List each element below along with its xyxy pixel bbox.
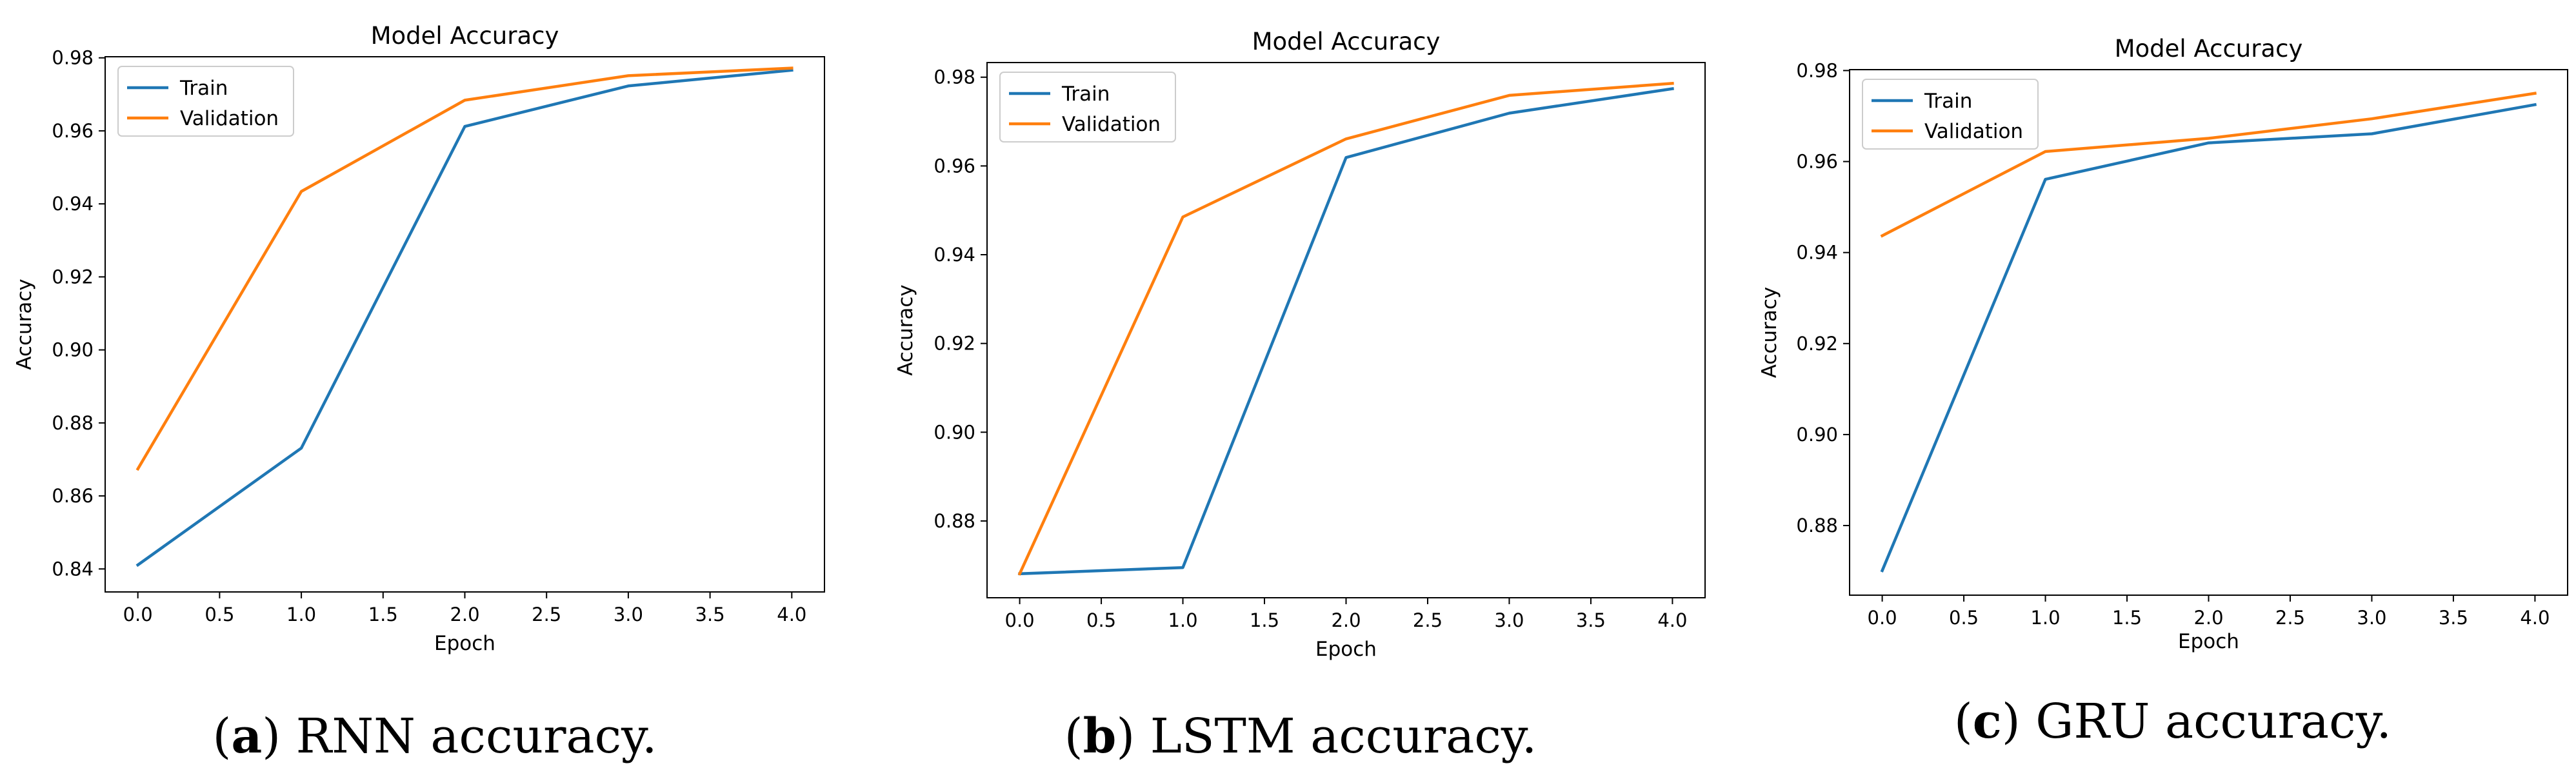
x-tick-label: 1.0 <box>1168 609 1197 631</box>
y-tick-label: 0.96 <box>52 120 94 142</box>
x-tick-label: 4.0 <box>1657 609 1687 631</box>
y-tick-label: 0.96 <box>1796 151 1838 173</box>
chart-title: Model Accuracy <box>2115 35 2303 63</box>
panel-caption: (b) LSTM accuracy. <box>1064 709 1537 764</box>
x-tick-label: 3.5 <box>695 604 725 625</box>
x-tick-label: 2.0 <box>2193 607 2223 629</box>
x-tick-label: 2.5 <box>2275 607 2305 629</box>
series-line-train <box>1018 87 1674 576</box>
caption-text: GRU accuracy. <box>2021 694 2391 749</box>
chart-panel-3: 0.0 0.5 1.0 1.5 2.0 2.5 3.0 3.5 4.0 0.88 0.90 0.92 0… <box>1758 35 2568 749</box>
series-line-validation <box>1880 92 2537 238</box>
chart-panel-2: 0.0 0.5 1.0 1.5 2.0 2.5 3.0 3.5 4.0 0.88 0.90 0.92 0… <box>894 28 1706 764</box>
x-tick-label: 3.0 <box>1494 609 1524 631</box>
y-axis-label: Accuracy <box>1758 287 1781 379</box>
y-tick-label: 0.94 <box>934 244 975 266</box>
y-tick-label: 0.92 <box>934 333 975 355</box>
x-tick-label: 0.5 <box>205 604 234 625</box>
x-tick-label: 2.5 <box>532 604 561 625</box>
series-line-train <box>135 68 794 567</box>
x-tick-label: 3.0 <box>2357 607 2386 629</box>
legend-label-train: Train <box>179 77 228 100</box>
y-axis-label: Accuracy <box>894 284 917 376</box>
x-tick-label: 3.0 <box>614 604 643 625</box>
x-tick-label: 0.0 <box>1005 609 1035 631</box>
plot-frame <box>986 62 1706 598</box>
series-line-validation <box>1017 81 1674 576</box>
y-tick-label: 0.92 <box>52 266 94 288</box>
x-axis-label: Epoch <box>2178 630 2239 653</box>
y-tick-label: 0.90 <box>52 339 94 361</box>
y-tick-label: 0.94 <box>1796 242 1838 264</box>
y-tick-label: 0.88 <box>934 510 975 532</box>
x-tick-label: 1.0 <box>2030 607 2060 629</box>
chart-title: Model Accuracy <box>371 22 559 50</box>
x-tick-label: 2.0 <box>450 604 479 625</box>
chart-panel-1: 0.0 0.5 1.0 1.5 2.0 2.5 3.0 3.5 4.0 0.84 0.86 0.88 0… <box>13 22 825 764</box>
x-tick-label: 3.5 <box>1576 609 1606 631</box>
y-tick-label: 0.90 <box>934 421 975 443</box>
x-tick-label: 1.5 <box>1250 609 1279 631</box>
x-tick-label: 2.0 <box>1331 609 1361 631</box>
caption-letter: b <box>1083 709 1117 764</box>
y-tick-label: 0.98 <box>934 66 975 88</box>
caption-text: RNN accuracy. <box>281 709 657 764</box>
y-tick-label: 0.88 <box>52 412 94 434</box>
x-tick-label: 3.5 <box>2439 607 2468 629</box>
x-tick-label: 2.5 <box>1413 609 1443 631</box>
x-tick-label: 0.5 <box>1086 609 1116 631</box>
y-tick-label: 0.92 <box>1796 333 1838 355</box>
x-tick-label: 0.0 <box>123 604 153 625</box>
x-tick-label: 4.0 <box>777 604 806 625</box>
x-tick-label: 0.5 <box>1949 607 1979 629</box>
legend-label-validation: Validation <box>1924 120 2023 143</box>
x-tick-label: 0.0 <box>1868 607 1897 629</box>
x-tick-label: 1.5 <box>368 604 398 625</box>
panel-caption: (a) RNN accuracy. <box>212 709 657 764</box>
legend-label-validation: Validation <box>180 107 279 130</box>
y-tick-label: 0.84 <box>52 558 94 580</box>
caption-letter: c <box>1973 694 2002 749</box>
legend-label-train: Train <box>1924 90 1972 113</box>
legend-label-validation: Validation <box>1062 113 1161 136</box>
y-tick-label: 0.98 <box>52 47 94 69</box>
caption-letter: a <box>231 709 262 764</box>
x-tick-label: 1.5 <box>2112 607 2142 629</box>
y-tick-label: 0.98 <box>1796 59 1838 81</box>
series-line-train <box>1880 103 2537 573</box>
legend-label-train: Train <box>1061 83 1110 106</box>
caption-text: LSTM accuracy. <box>1135 709 1537 764</box>
series-line-validation <box>135 66 794 471</box>
y-tick-label: 0.88 <box>1796 515 1838 536</box>
y-axis-label: Accuracy <box>13 279 36 370</box>
y-tick-label: 0.94 <box>52 193 94 215</box>
y-tick-label: 0.86 <box>52 485 94 507</box>
x-tick-label: 1.0 <box>286 604 316 625</box>
y-tick-label: 0.90 <box>1796 424 1838 446</box>
chart-title: Model Accuracy <box>1252 28 1441 55</box>
x-tick-label: 4.0 <box>2520 607 2550 629</box>
x-axis-label: Epoch <box>1315 638 1377 661</box>
x-axis-label: Epoch <box>434 632 495 655</box>
y-tick-label: 0.96 <box>934 155 975 177</box>
panel-caption: (c) GRU accuracy. <box>1954 694 2391 749</box>
